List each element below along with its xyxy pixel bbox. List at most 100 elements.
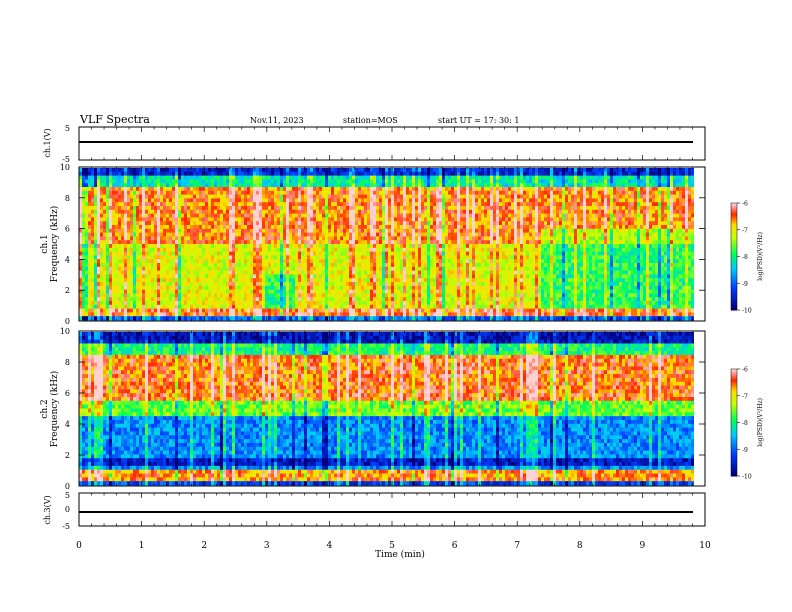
spectrogram-cell [373,187,376,192]
spectrogram-cell [259,168,262,173]
spectrogram-cell [223,209,226,214]
spectrogram-cell [316,198,319,203]
spectrogram-cell [142,263,145,268]
spectrogram-cell [106,206,109,211]
spectrogram-cell [211,282,214,287]
spectrogram-cell [112,175,115,180]
spectrogram-cell [349,297,352,302]
spectrogram-cell [223,278,226,283]
spectrogram-cell [166,221,169,226]
spectrogram-cell [211,198,214,203]
spectrogram-cell [277,213,280,218]
spectrogram-cell [175,171,178,176]
spectrogram-cell [208,285,211,290]
spectrogram-cell [151,209,154,214]
spectrogram-cell [169,285,172,290]
spectrogram-cell [283,263,286,268]
spectrogram-cell [268,266,271,271]
spectrogram-cell [214,190,217,195]
spectrogram-cell [412,179,415,184]
spectrogram-cell [337,308,340,313]
spectrogram-cell [376,304,379,309]
spectrogram-cell [139,179,142,184]
spectrogram-cell [139,232,142,237]
spectrogram-cell [160,175,163,180]
spectrogram-cell [241,263,244,268]
spectrogram-cell [358,225,361,230]
spectrogram-cell [328,213,331,218]
spectrogram-cell [424,316,427,321]
spectrogram-cell [328,312,331,317]
spectrogram-cell [421,171,424,176]
spectrogram-cell [331,228,334,233]
spectrogram-cell [304,232,307,237]
spectrogram-cell [97,171,100,176]
spectrogram-cell [370,190,373,195]
spectrogram-cell [352,206,355,211]
spectrogram-cell [172,240,175,245]
spectrogram-cell [166,293,169,298]
spectrogram-cell [130,236,133,241]
spectrogram-cell [232,316,235,321]
spectrogram-cell [319,270,322,275]
spectrogram-cell [271,282,274,287]
spectrogram-cell [316,278,319,283]
spectrogram-cell [169,274,172,279]
spectrogram-cell [259,263,262,268]
spectrogram-cell [271,297,274,302]
spectrogram-cell [268,171,271,176]
spectrogram-cell [376,274,379,279]
spectrogram-cell [262,255,265,260]
spectrogram-cell [316,194,319,199]
spectrogram-cell [145,304,148,309]
spectrogram-cell [307,206,310,211]
spectrogram-cell [277,198,280,203]
spectrogram-cell [256,263,259,268]
spectrogram-cell [415,171,418,176]
spectrogram-cell [88,236,91,241]
spectrogram-cell [256,266,259,271]
spectrogram-cell [424,171,427,176]
spectrogram-cell [322,251,325,256]
spectrogram-cell [112,236,115,241]
spectrogram-cell [100,285,103,290]
spectrogram-cell [310,168,313,173]
spectrogram-cell [97,301,100,306]
spectrogram-cell [307,232,310,237]
spectrogram-cell [391,228,394,233]
spectrogram-cell [397,244,400,249]
spectrogram-cell [370,282,373,287]
spectrogram-cell [187,316,190,321]
spectrogram-cell [424,225,427,230]
spectrogram-cell [238,209,241,214]
spectrogram-cell [322,293,325,298]
spectrogram-cell [403,198,406,203]
spectrogram-cell [175,282,178,287]
spectrogram-cell [421,301,424,306]
spectrogram-cell [331,232,334,237]
spectrogram-cell [322,213,325,218]
spectrogram-cell [112,274,115,279]
spectrogram-cell [130,316,133,321]
spectrogram-cell [385,304,388,309]
spectrogram-cell [250,304,253,309]
spectrogram-cell [241,240,244,245]
spectrogram-cell [103,206,106,211]
spectrogram-cell [298,266,301,271]
spectrogram-cell [187,209,190,214]
spectrogram-cell [133,274,136,279]
spectrogram-cell [193,312,196,317]
spectrogram-cell [202,232,205,237]
spectrogram-cell [358,194,361,199]
spectrogram-cell [193,217,196,222]
spectrogram-cell [253,297,256,302]
spectrogram-cell [253,293,256,298]
spectrogram-cell [160,251,163,256]
spectrogram-cell [331,316,334,321]
spectrogram-cell [190,236,193,241]
spectrogram-cell [376,225,379,230]
spectrogram-cell [364,312,367,317]
spectrogram-cell [154,240,157,245]
spectrogram-cell [298,202,301,207]
spectrogram-cell [166,206,169,211]
